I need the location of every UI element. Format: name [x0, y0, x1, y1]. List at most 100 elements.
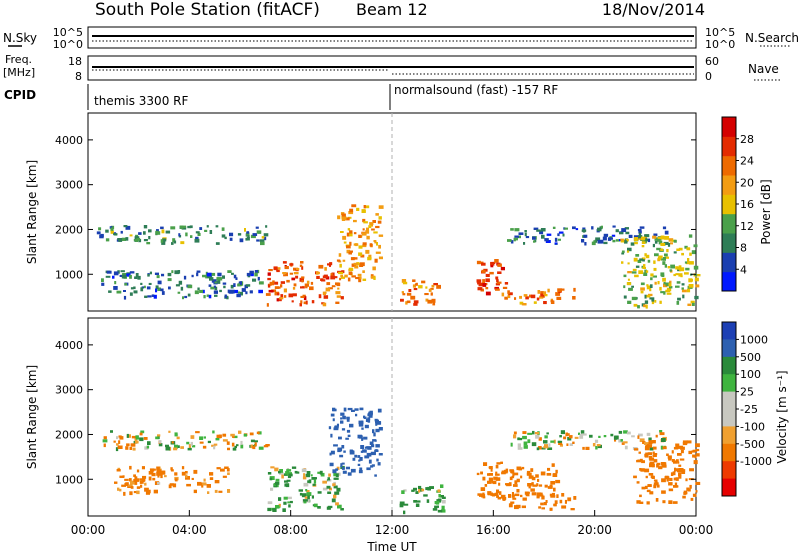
freq-panel: Freq. [MHz] 18 8 60 0 Nave [3, 53, 782, 83]
echo-cell [530, 468, 534, 472]
echo-cell [639, 494, 642, 498]
echo-cell [639, 501, 644, 504]
echo-cell [335, 473, 339, 478]
echo-cell [538, 446, 542, 450]
echo-cell [507, 239, 512, 242]
echo-cell [648, 473, 654, 476]
echo-region [510, 430, 667, 451]
echo-cell [642, 267, 646, 269]
echo-cell [621, 252, 625, 255]
echo-cell [230, 433, 235, 437]
echo-cell [210, 286, 215, 290]
echo-cell [190, 235, 193, 238]
echo-cell [646, 284, 649, 287]
echo-cell [190, 435, 195, 439]
echo-cell [678, 247, 683, 251]
echo-cell [647, 259, 651, 263]
echo-cell [279, 297, 284, 300]
echo-cell [632, 268, 637, 271]
echo-cell [343, 450, 346, 453]
echo-cell [113, 271, 119, 276]
echo-cell [545, 500, 548, 503]
echo-cell [168, 484, 172, 489]
echo-cell [375, 422, 378, 426]
echo-cell [652, 235, 657, 239]
echo-cell [369, 222, 374, 225]
echo-cell [663, 282, 666, 285]
echo-cell [555, 479, 561, 484]
echo-cell [239, 238, 244, 243]
echo-region [400, 279, 441, 306]
echo-cell [637, 459, 641, 462]
echo-cell [366, 227, 369, 232]
echo-cell [135, 234, 139, 238]
echo-cell [662, 257, 666, 261]
echo-cell [276, 298, 279, 302]
echo-cell [522, 435, 527, 440]
echo-cell [169, 483, 174, 486]
echo-cell [332, 408, 337, 412]
echo-cell [368, 414, 373, 418]
echo-cell [362, 228, 365, 231]
echo-cell [136, 237, 141, 241]
echo-cell [683, 491, 687, 495]
echo-cell [289, 272, 293, 275]
echo-cell [278, 470, 281, 474]
echo-cell [301, 468, 307, 473]
echo-cell [130, 287, 134, 290]
echo-cell [644, 453, 648, 457]
echo-cell [645, 475, 648, 479]
velocity-colorbar: 1000 500 100 25 -25 -100 -500 -1000 [721, 321, 772, 497]
echo-cell [106, 270, 112, 274]
echo-cell [591, 226, 594, 230]
echo-cell [521, 466, 525, 470]
echo-cell [552, 226, 556, 229]
echo-cell [341, 213, 346, 217]
echo-cell [357, 434, 363, 439]
echo-cell [366, 235, 370, 240]
echo-cell [252, 278, 257, 282]
echo-cell [497, 496, 501, 500]
echo-cell [280, 294, 284, 298]
echo-cell [359, 467, 363, 471]
echo-cell [558, 291, 561, 294]
echo-cell [143, 225, 148, 229]
echo-cell [219, 289, 222, 293]
echo-cell [144, 295, 148, 298]
colorbar-segment [722, 478, 736, 497]
echo-cell [245, 284, 251, 287]
echo-cell [300, 300, 303, 304]
echo-cell [123, 491, 126, 496]
echo-cell [245, 291, 248, 295]
echo-cell [523, 294, 528, 297]
echo-cell [674, 467, 676, 472]
echo-cell [550, 300, 553, 303]
echo-cell [676, 469, 679, 473]
echo-cell [160, 288, 164, 292]
echo-cell [625, 231, 630, 235]
echo-cell [634, 448, 639, 451]
echo-cell [334, 276, 338, 279]
echo-cell [374, 449, 379, 452]
echo-cell [421, 280, 426, 284]
echo-cell [246, 232, 250, 236]
echo-cell [306, 492, 312, 496]
echo-cell [660, 235, 665, 240]
echo-cell [303, 499, 308, 502]
echo-cell [153, 489, 158, 494]
echo-cell [378, 244, 381, 249]
echo-cell [651, 301, 655, 305]
echo-cell [636, 500, 641, 504]
echo-cell [508, 292, 513, 296]
echo-cell [332, 483, 336, 487]
echo-cell [559, 443, 563, 447]
colorbar-segment [722, 461, 736, 480]
echo-cell [353, 219, 357, 223]
echo-cell [677, 461, 680, 464]
echo-cell [378, 427, 383, 431]
echo-cell [143, 285, 146, 289]
echo-cell [653, 479, 658, 482]
ytick-label: 3000 [55, 384, 83, 397]
echo-cell [236, 293, 241, 298]
echo-cell [145, 491, 150, 495]
